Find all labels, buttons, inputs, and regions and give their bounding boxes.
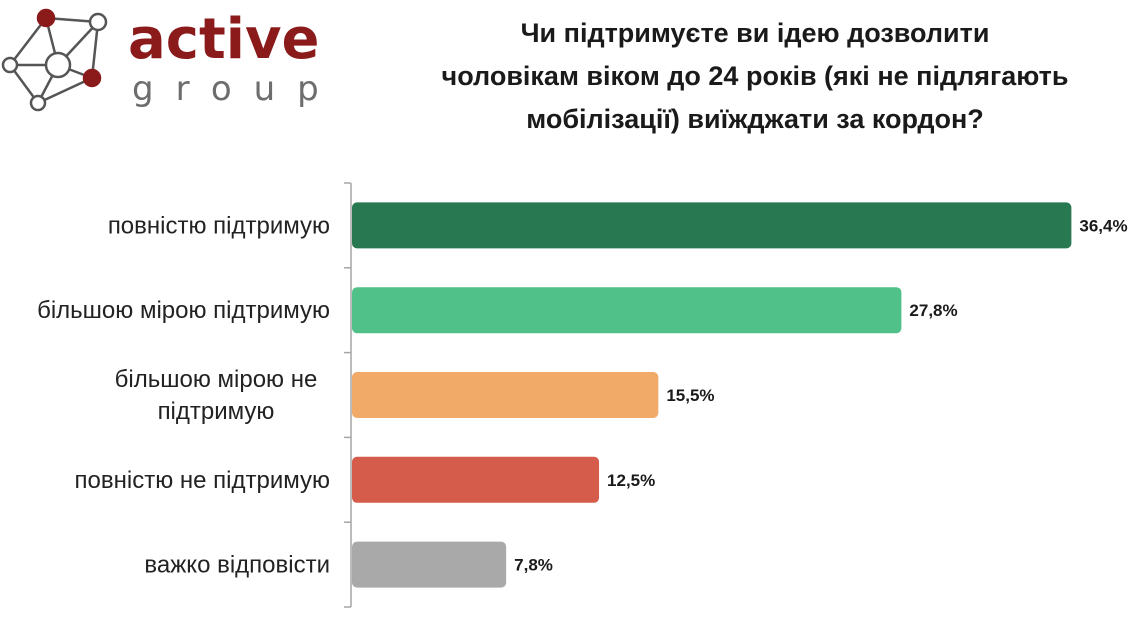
category-label-5: важко відповісти [144,552,330,579]
data-label-4: 12,5% [607,471,655,490]
data-label-3: 15,5% [666,386,714,405]
category-label-1: повністю підтримую [108,212,330,239]
data-label-5: 7,8% [514,556,553,575]
active-group-logo: active group [1,7,330,112]
data-label-1: 36,4% [1079,216,1127,235]
category-label-4: повністю не підтримую [75,467,330,494]
logo-network-icon [1,8,108,112]
bar-3 [352,372,659,418]
category-label-2: більшою мірою підтримую [37,297,330,324]
bar-4 [352,456,600,503]
bar-2 [352,287,902,334]
logo-subword: group [132,69,330,109]
category-label-3: більшою мірою не [115,366,318,393]
bar-5 [352,541,507,588]
category-label-3: підтримую [158,398,275,425]
data-label-2: 27,8% [909,301,957,320]
logo-word: active [128,7,319,72]
chart-title: Чи підтримуєте ви ідею дозволити чоловік… [441,18,1069,134]
bar-1 [352,202,1072,249]
